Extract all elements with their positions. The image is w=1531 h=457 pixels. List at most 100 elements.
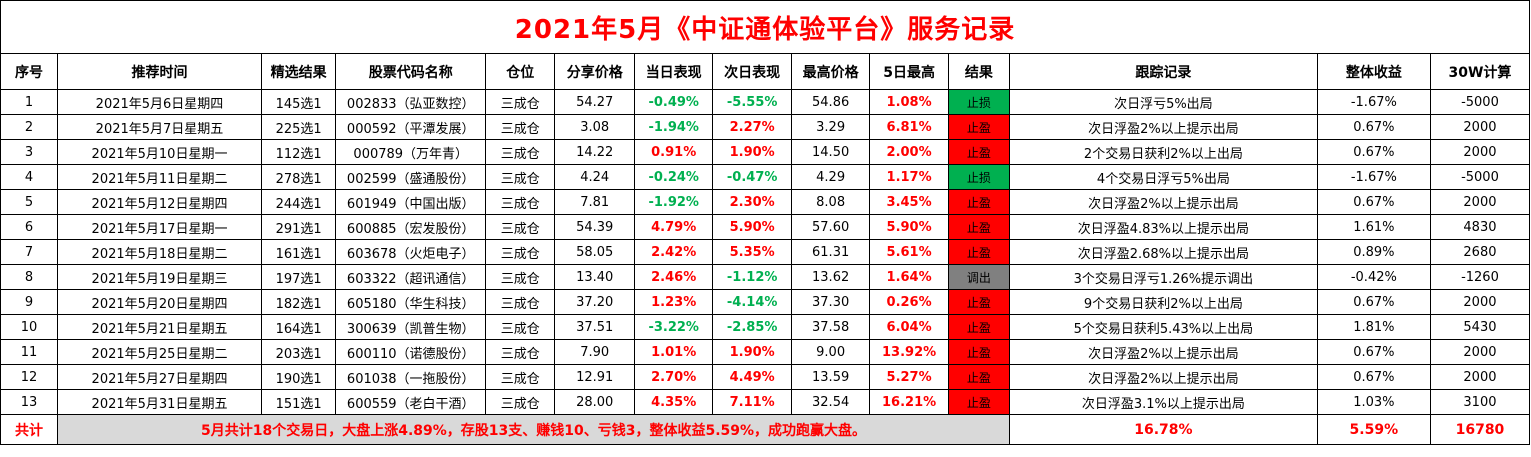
date-cell: 2021年5月27日星期四 (57, 364, 262, 390)
next-day-change-cell: 5.90% (712, 214, 792, 240)
five-day-high-cell: 5.61% (869, 239, 949, 265)
gain-cell: -1.67% (1316, 164, 1431, 190)
row-number-cell: 10 (0, 314, 59, 340)
track-record-cell: 3个交易日浮亏1.26%提示调出 (1008, 264, 1318, 290)
stock-cell: 603322（超讯通信） (335, 264, 487, 290)
date-cell: 2021年5月7日星期五 (57, 114, 262, 140)
high-price-cell: 13.62 (790, 264, 871, 290)
day-change-cell: -0.49% (633, 89, 714, 115)
high-price-cell: 14.50 (790, 139, 871, 165)
calc-30w-cell: 3100 (1429, 389, 1531, 415)
high-price-cell: 3.29 (790, 114, 871, 140)
calc-30w-cell: 2000 (1429, 139, 1531, 165)
price-cell: 7.81 (554, 189, 635, 215)
price-cell: 54.27 (554, 89, 635, 115)
stock-cell: 600559（老白干酒） (335, 389, 487, 415)
date-cell: 2021年5月19日星期三 (57, 264, 262, 290)
position-cell: 三成仓 (485, 114, 556, 140)
day-change-cell: -1.94% (633, 114, 714, 140)
result-cell: 止盈 (947, 389, 1010, 415)
table-title: 2021年5月《中证通体验平台》服务记录 (0, 0, 1530, 54)
table-row: 2 2021年5月7日星期五 225选1 000592（平潭发展） 三成仓 3.08 -1.… (0, 114, 1531, 140)
five-day-high-cell: 6.81% (869, 114, 949, 140)
day-change-cell: -0.24% (633, 164, 714, 190)
calc-30w-cell: 2000 (1429, 339, 1531, 365)
position-cell: 三成仓 (485, 289, 556, 315)
total-calc: 16780 (1429, 414, 1531, 445)
next-day-change-cell: -2.85% (712, 314, 792, 340)
track-record-cell: 5个交易日获利5.43%以上出局 (1008, 314, 1318, 340)
price-cell: 4.24 (554, 164, 635, 190)
pick-cell: 244选1 (260, 189, 337, 215)
row-number-cell: 7 (0, 239, 59, 265)
total-gain: 5.59% (1316, 414, 1431, 445)
price-cell: 14.22 (554, 139, 635, 165)
day-change-cell: 1.01% (633, 339, 714, 365)
table-row: 9 2021年5月20日星期四 182选1 605180（华生科技） 三成仓 37.20 1… (0, 289, 1531, 315)
calc-30w-cell: -1260 (1429, 264, 1531, 290)
pick-cell: 197选1 (260, 264, 337, 290)
gain-cell: 0.67% (1316, 339, 1431, 365)
day-change-cell: -3.22% (633, 314, 714, 340)
row-number-cell: 1 (0, 89, 59, 115)
result-cell: 止盈 (947, 214, 1010, 240)
price-cell: 7.90 (554, 339, 635, 365)
position-cell: 三成仓 (485, 389, 556, 415)
day-change-cell: 2.46% (633, 264, 714, 290)
five-day-high-cell: 5.90% (869, 214, 949, 240)
five-day-high-cell: 13.92% (869, 339, 949, 365)
stock-cell: 300639（凯普生物） (335, 314, 487, 340)
next-day-change-cell: 5.35% (712, 239, 792, 265)
position-cell: 三成仓 (485, 139, 556, 165)
header-cell: 次日表现 (712, 53, 792, 90)
date-cell: 2021年5月17日星期一 (57, 214, 262, 240)
track-record-cell: 次日浮盈2%以上提示出局 (1008, 114, 1318, 140)
track-record-cell: 2个交易日获利2%以上出局 (1008, 139, 1318, 165)
calc-30w-cell: -5000 (1429, 164, 1531, 190)
high-price-cell: 13.59 (790, 364, 871, 390)
track-record-cell: 次日浮盈2%以上提示出局 (1008, 189, 1318, 215)
calc-30w-cell: 2000 (1429, 189, 1531, 215)
calc-30w-cell: 5430 (1429, 314, 1531, 340)
position-cell: 三成仓 (485, 364, 556, 390)
total-row: 共计 5月共计18个交易日，大盘上涨4.89%，存股13支、赚钱10、亏钱3，整体… (0, 414, 1531, 445)
result-cell: 止损 (947, 164, 1010, 190)
stock-cell: 603678（火炬电子） (335, 239, 487, 265)
calc-30w-cell: 4830 (1429, 214, 1531, 240)
high-price-cell: 54.86 (790, 89, 871, 115)
stock-cell: 000592（平潭发展） (335, 114, 487, 140)
result-cell: 调出 (947, 264, 1010, 290)
high-price-cell: 61.31 (790, 239, 871, 265)
header-cell: 股票代码名称 (335, 53, 487, 90)
five-day-high-cell: 2.00% (869, 139, 949, 165)
result-cell: 止盈 (947, 339, 1010, 365)
gain-cell: 0.67% (1316, 139, 1431, 165)
table-row: 8 2021年5月19日星期三 197选1 603322（超讯通信） 三成仓 13.40 2… (0, 264, 1531, 290)
stock-cell: 000789（万年青） (335, 139, 487, 165)
track-record-cell: 次日浮亏5%出局 (1008, 89, 1318, 115)
pick-cell: 161选1 (260, 239, 337, 265)
stock-cell: 600110（诺德股份） (335, 339, 487, 365)
row-number-cell: 12 (0, 364, 59, 390)
day-change-cell: 2.42% (633, 239, 714, 265)
row-number-cell: 3 (0, 139, 59, 165)
day-change-cell: 4.79% (633, 214, 714, 240)
row-number-cell: 9 (0, 289, 59, 315)
row-number-cell: 13 (0, 389, 59, 415)
five-day-high-cell: 1.08% (869, 89, 949, 115)
gain-cell: -1.67% (1316, 89, 1431, 115)
header-cell: 当日表现 (633, 53, 714, 90)
date-cell: 2021年5月31日星期五 (57, 389, 262, 415)
high-price-cell: 37.30 (790, 289, 871, 315)
gain-cell: -0.42% (1316, 264, 1431, 290)
header-cell: 跟踪记录 (1008, 53, 1318, 90)
stock-cell: 601949（中国出版） (335, 189, 487, 215)
gain-cell: 1.61% (1316, 214, 1431, 240)
calc-30w-cell: 2000 (1429, 289, 1531, 315)
row-number-cell: 5 (0, 189, 59, 215)
high-price-cell: 8.08 (790, 189, 871, 215)
pick-cell: 225选1 (260, 114, 337, 140)
price-cell: 12.91 (554, 364, 635, 390)
position-cell: 三成仓 (485, 239, 556, 265)
five-day-high-cell: 1.64% (869, 264, 949, 290)
